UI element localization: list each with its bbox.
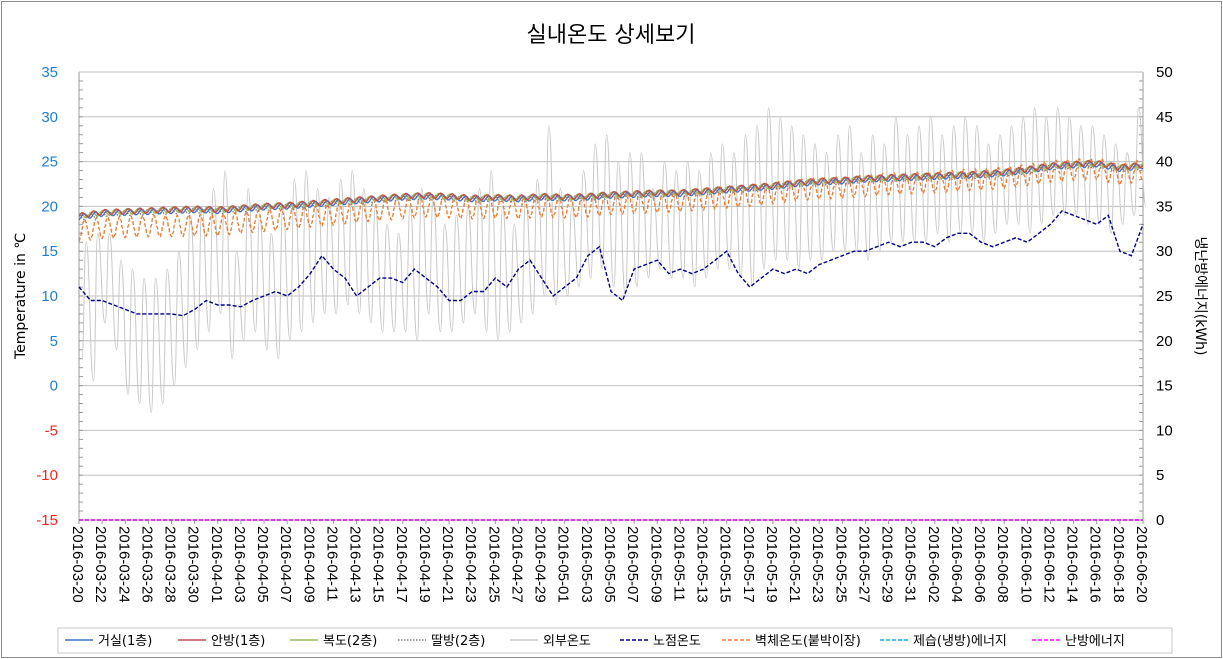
y-axis-label: Temperature in ℃ <box>13 233 29 360</box>
y2-tick-label: 0 <box>1156 512 1164 529</box>
y-tick-label: 30 <box>41 109 58 126</box>
y-tick-label: 5 <box>50 333 58 350</box>
y2-tick-label: 40 <box>1156 154 1173 171</box>
x-tick-label: 2016-04-09 <box>300 526 317 603</box>
x-tick-label: 2016-06-02 <box>925 526 942 603</box>
y-tick-label: 25 <box>41 154 58 171</box>
y-tick-label: 0 <box>50 378 58 395</box>
x-tick-label: 2016-05-29 <box>879 526 896 603</box>
x-tick-label: 2016-03-30 <box>185 526 202 603</box>
x-tick-label: 2016-05-09 <box>647 526 664 603</box>
y-tick-label: 20 <box>41 198 58 215</box>
y2-tick-label: 25 <box>1156 288 1173 305</box>
series-line-6 <box>78 157 1144 243</box>
series-line-0 <box>78 161 1144 221</box>
x-tick-label: 2016-05-15 <box>717 526 734 603</box>
x-tick-label: 2016-03-20 <box>69 526 86 603</box>
x-tick-label: 2016-06-12 <box>1040 526 1057 603</box>
y2-axis-label: 냉난방에너지(kWh) <box>1192 236 1208 355</box>
x-tick-label: 2016-06-18 <box>1110 526 1127 603</box>
y2-tick-label: 35 <box>1156 198 1173 215</box>
x-tick-label: 2016-04-19 <box>416 526 433 603</box>
x-tick-label: 2016-03-24 <box>115 526 132 603</box>
series-layer <box>78 107 1147 521</box>
y-tick-label: -10 <box>36 467 58 484</box>
x-tick-label: 2016-03-28 <box>162 526 179 603</box>
x-tick-label: 2016-05-19 <box>763 526 780 603</box>
x-tick-label: 2016-06-08 <box>994 526 1011 603</box>
legend-label: 안방(1층) <box>211 634 265 649</box>
series-line-1 <box>78 159 1144 218</box>
x-tick-label: 2016-05-27 <box>855 526 872 603</box>
x-tick-label: 2016-05-11 <box>670 526 687 602</box>
y2-tick-label: 15 <box>1156 378 1173 395</box>
x-tick-label: 2016-06-20 <box>1133 526 1150 603</box>
x-tick-label: 2016-04-07 <box>277 526 294 603</box>
legend-label: 난방에너지 <box>1065 634 1125 649</box>
series-line-4 <box>81 107 1147 414</box>
x-tick-label: 2016-04-29 <box>532 526 549 603</box>
x-tick-label: 2016-04-21 <box>439 526 456 603</box>
x-tick-label: 2016-03-22 <box>92 526 109 603</box>
legend-label: 거실(1층) <box>98 634 152 649</box>
x-tick-label: 2016-04-13 <box>347 526 364 603</box>
series-line-2 <box>78 160 1144 219</box>
x-tick-label: 2016-04-05 <box>254 526 271 603</box>
x-tick-label: 2016-05-17 <box>740 526 757 603</box>
x-tick-label: 2016-06-04 <box>948 526 965 603</box>
y-tick-label: -5 <box>45 422 58 439</box>
x-tick-label: 2016-04-01 <box>208 526 225 603</box>
series-line-5 <box>78 210 1144 317</box>
legend-label: 노점온도 <box>653 634 701 649</box>
legend-items: 거실(1층) 안방(1층) 복도(2층) 딸방(2층) 외부온도 노점온도 벽체온도(붙박이… <box>65 634 1125 649</box>
legend-label: 제습(냉방)에너지 <box>913 634 1007 649</box>
y-tick-label: 35 <box>41 64 58 81</box>
x-tick-label: 2016-04-17 <box>393 526 410 603</box>
x-tick-label: 2016-03-26 <box>138 526 155 603</box>
y2-tick-label: 5 <box>1156 467 1164 484</box>
legend-label: 외부온도 <box>543 634 591 649</box>
x-tick-label: 2016-04-27 <box>508 526 525 603</box>
y2-tick-label: 20 <box>1156 333 1173 350</box>
y-tick-label: -15 <box>36 512 58 529</box>
y2-tick-label: 10 <box>1156 422 1173 439</box>
x-tick-label: 2016-04-15 <box>370 526 387 603</box>
y2-tick-label: 30 <box>1156 243 1173 260</box>
x-tick-label: 2016-06-14 <box>1064 526 1081 603</box>
x-tick-label: 2016-06-06 <box>971 526 988 603</box>
legend-label: 복도(2층) <box>323 634 377 649</box>
x-tick-label: 2016-05-01 <box>555 526 572 603</box>
x-tick-label: 2016-05-13 <box>694 526 711 603</box>
x-tick-label: 2016-04-25 <box>485 526 502 603</box>
x-tick-label: 2016-05-21 <box>786 526 803 603</box>
x-tick-label: 2016-05-25 <box>832 526 849 603</box>
grid <box>79 71 1143 476</box>
x-tick-label: 2016-05-05 <box>601 526 618 603</box>
x-tick-label: 2016-05-23 <box>809 526 826 603</box>
x-tick-label: 2016-04-11 <box>323 526 340 602</box>
x-tick-label: 2016-05-31 <box>902 526 919 603</box>
legend-label: 딸방(2층) <box>431 634 485 649</box>
y-tick-label: 10 <box>41 288 58 305</box>
x-tick-label: 2016-06-10 <box>1017 526 1034 603</box>
x-tick-label: 2016-04-23 <box>462 526 479 603</box>
x-tick-label: 2016-05-07 <box>624 526 641 603</box>
legend-label: 벽체온도(붙박이장) <box>755 634 861 649</box>
axes: 35302520151050-5-10-15504540353025201510… <box>36 64 1172 603</box>
y-tick-label: 15 <box>41 243 58 260</box>
chart-title: 실내온도 상세보기 <box>527 23 696 48</box>
x-tick-label: 2016-06-16 <box>1087 526 1104 603</box>
x-tick-label: 2016-04-03 <box>231 526 248 603</box>
legend <box>57 627 1173 654</box>
x-tick-label: 2016-05-03 <box>578 526 595 603</box>
y2-tick-label: 45 <box>1156 109 1173 126</box>
y2-tick-label: 50 <box>1156 64 1173 81</box>
